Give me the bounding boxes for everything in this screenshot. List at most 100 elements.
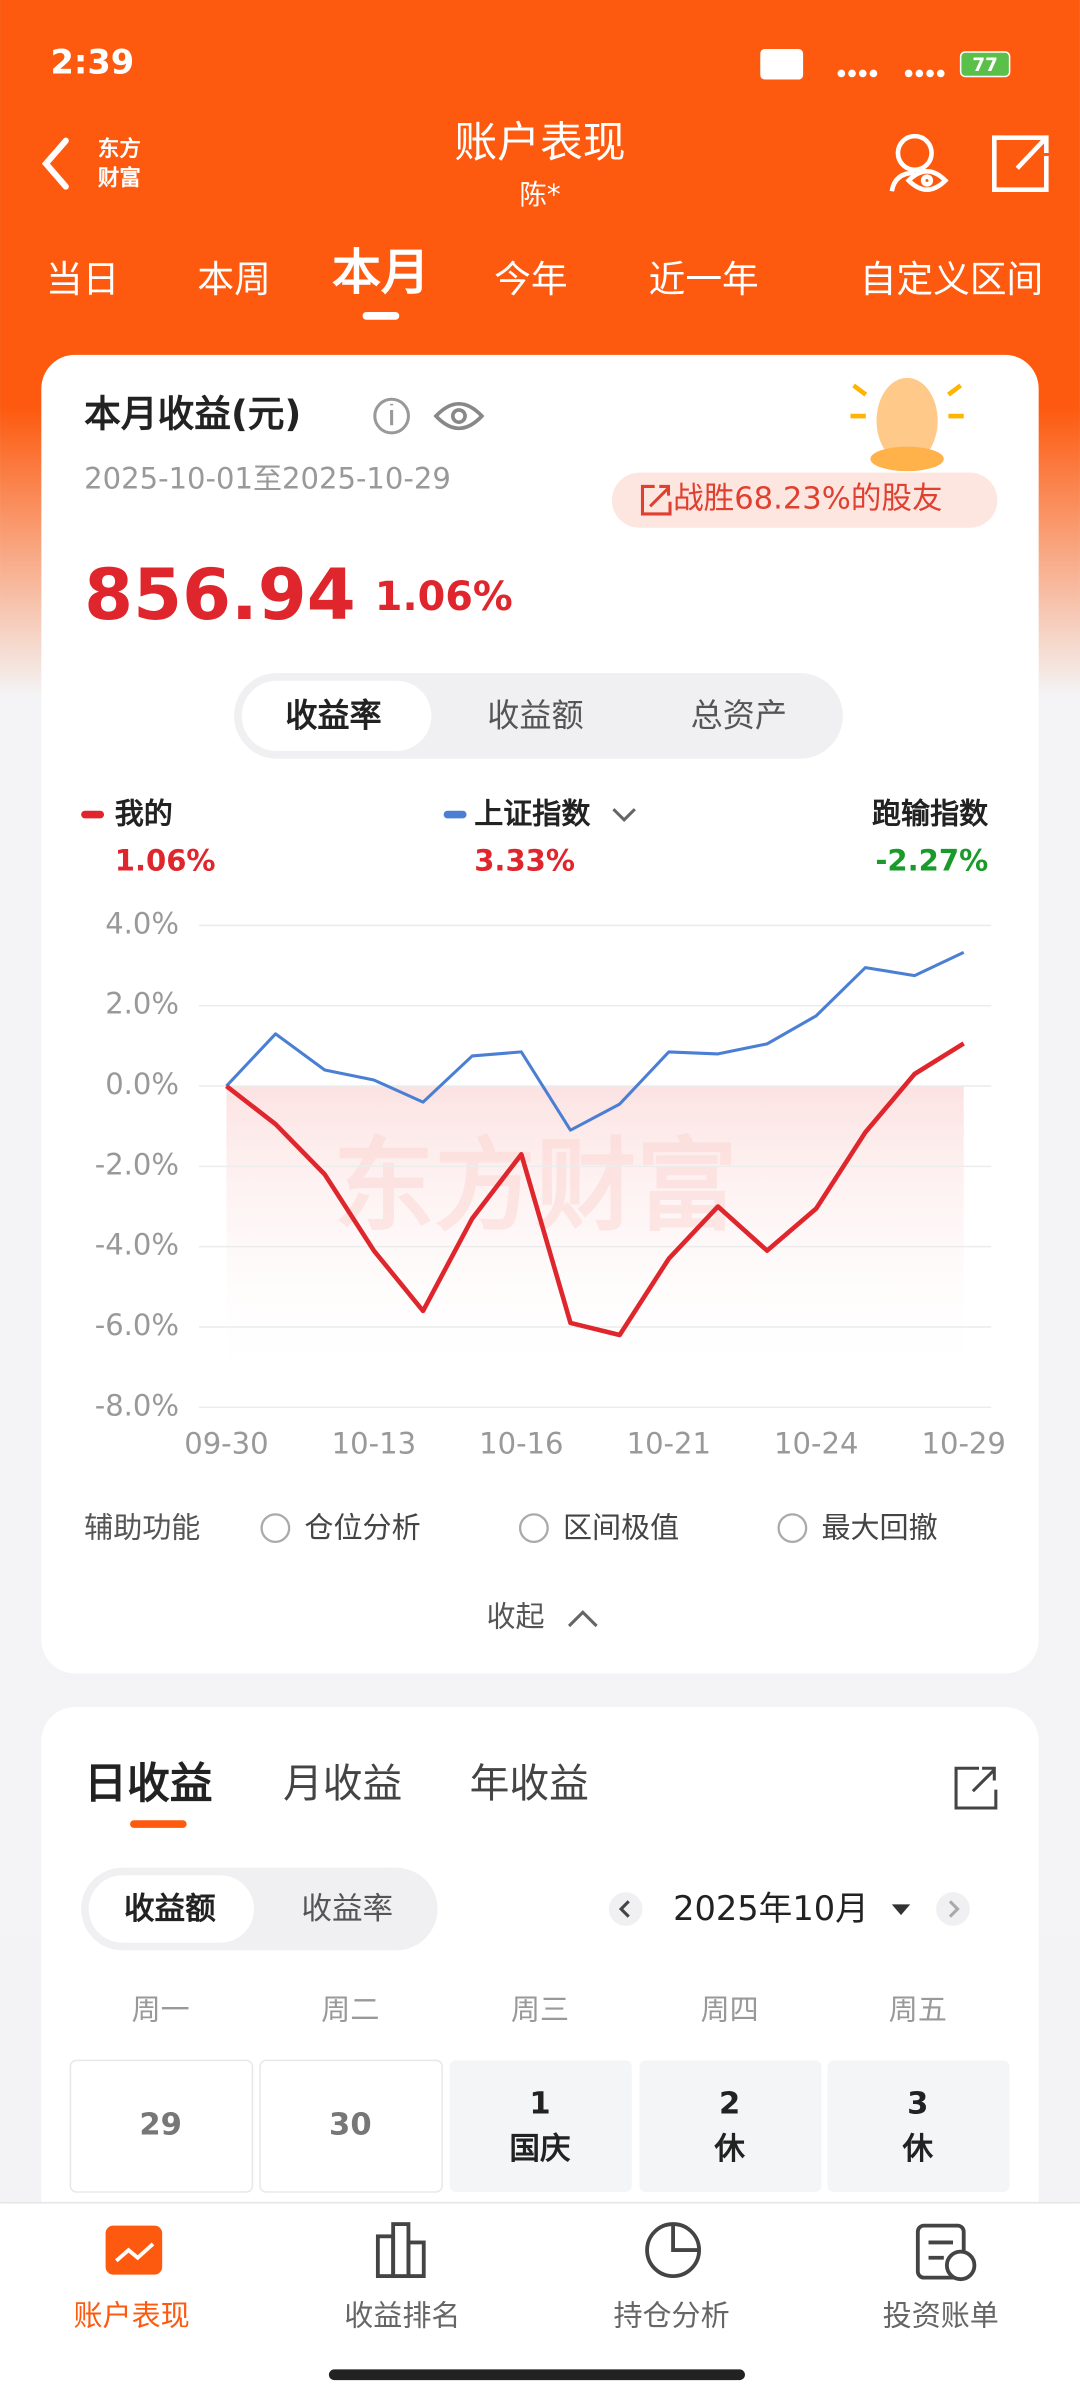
daily-tab[interactable]: 年收益	[470, 1761, 589, 1807]
legend-swatch	[81, 810, 105, 819]
day-cell[interactable]	[827, 2060, 1010, 2192]
day-cell[interactable]	[69, 2059, 254, 2193]
aux-label: 辅助功能	[84, 1511, 200, 1545]
back-button[interactable]	[41, 137, 69, 190]
eye-icon[interactable]	[433, 402, 485, 431]
summary-title: 本月收益(元)	[84, 393, 301, 436]
logo-line: 财富	[98, 165, 141, 191]
aux-option: 最大回撤	[821, 1511, 937, 1545]
index-dropdown[interactable]	[612, 808, 636, 823]
day-note: 休	[713, 2132, 745, 2167]
month-dropdown[interactable]	[891, 1904, 911, 1916]
daily-tab[interactable]: 日收益	[84, 1759, 212, 1809]
toggle-option[interactable]: 收益率	[301, 1892, 393, 1927]
aux-option: 区间极值	[563, 1511, 679, 1545]
share-button[interactable]	[992, 135, 1049, 192]
period-tab[interactable]: 本周	[197, 258, 270, 301]
next-month[interactable]	[936, 1892, 970, 1926]
info-icon[interactable]	[373, 397, 410, 435]
x-tick-label: 10-21	[627, 1427, 711, 1461]
daily-tab[interactable]: 月收益	[283, 1761, 402, 1807]
nav-item[interactable]: 投资账单	[883, 2298, 999, 2332]
day-number: 3	[907, 2086, 928, 2121]
legend-name: 上证指数	[474, 796, 591, 830]
summary-card	[41, 354, 1039, 1674]
nav-icons	[105, 2222, 977, 2282]
profile-icon[interactable]	[889, 133, 949, 192]
legend-value: 3.33%	[474, 844, 575, 878]
area-fill	[226, 1086, 964, 1392]
day-number: 1	[529, 2086, 550, 2121]
x-tick-label: 10-13	[332, 1427, 416, 1461]
day-cell[interactable]	[639, 2060, 822, 2192]
y-tick-label: -2.0%	[95, 1147, 179, 1181]
period-tab[interactable]: 当日	[46, 258, 119, 301]
day-note: 休	[902, 2132, 934, 2167]
toggle-active	[88, 1875, 254, 1943]
legend-name: 跑输指数	[872, 796, 989, 830]
period-tab[interactable]: 自定义区间	[860, 258, 1044, 301]
battery	[959, 51, 1011, 78]
period-tab[interactable]: 今年	[494, 258, 567, 301]
nav-item[interactable]: 账户表现	[73, 2298, 189, 2332]
logo-line: 东方	[98, 136, 141, 162]
segment-option[interactable]: 收益额	[487, 696, 583, 734]
tab-indicator	[362, 312, 400, 320]
date-range: 2025-10-01至2025-10-29	[84, 461, 451, 495]
weekday: 周二	[321, 1992, 379, 2026]
x-tick-label: 10-16	[479, 1427, 563, 1461]
day-number: 2	[719, 2086, 740, 2121]
y-tick-label: 2.0%	[105, 987, 179, 1021]
account-name: 陈*	[519, 179, 560, 211]
day-cell[interactable]	[259, 2059, 443, 2193]
home-indicator	[328, 2369, 745, 2381]
daily-share[interactable]	[954, 1766, 998, 1810]
series-line	[225, 950, 965, 1132]
y-tick-label: 4.0%	[105, 906, 179, 940]
x-tick-label: 10-24	[774, 1427, 858, 1461]
prev-glyph	[618, 1900, 630, 1918]
badge[interactable]	[611, 472, 998, 528]
legend-value: 1.06%	[115, 844, 216, 878]
month-label: 2025年10月	[673, 1889, 869, 1928]
weekday: 周三	[511, 1992, 569, 2026]
segment-option[interactable]: 总资产	[691, 696, 787, 734]
nav-item[interactable]: 收益排名	[344, 2298, 460, 2332]
period-tab[interactable]: 近一年	[649, 258, 759, 301]
badge-icon	[640, 484, 672, 516]
weekday: 周一	[132, 1992, 190, 2026]
clap-illustration	[850, 377, 964, 472]
tab-underline	[130, 1820, 187, 1828]
y-tick-label: -6.0%	[95, 1308, 179, 1342]
nav-item[interactable]: 持仓分析	[613, 2298, 729, 2332]
battery-level: 77	[972, 55, 998, 76]
day-number: 29	[139, 2108, 182, 2143]
radio[interactable]	[518, 1513, 549, 1544]
weekday: 周四	[701, 1992, 759, 2026]
series-line	[225, 1041, 965, 1338]
bottom-nav	[0, 2202, 1080, 2400]
segment-active	[241, 680, 432, 752]
y-tick-label: -8.0%	[95, 1388, 179, 1422]
badge-text: 战胜68.23%的股友	[673, 482, 943, 517]
page-title: 账户表现	[454, 118, 625, 168]
x-tick-label: 09-30	[184, 1427, 268, 1461]
prev-month[interactable]	[608, 1892, 643, 1926]
signal	[837, 69, 945, 78]
period-tab[interactable]: 本月	[332, 244, 430, 301]
collapse-icon[interactable]	[567, 1610, 598, 1628]
legend-swatch	[443, 810, 467, 819]
legend-value: -2.27%	[875, 844, 988, 878]
segment-option[interactable]: 收益率	[285, 696, 381, 734]
profit-amount: 856.94	[84, 554, 356, 636]
radio[interactable]	[260, 1513, 291, 1544]
y-tick-label: -4.0%	[95, 1228, 179, 1262]
day-note: 国庆	[509, 2132, 571, 2167]
collapse-text: 收起	[486, 1599, 544, 1633]
radio[interactable]	[777, 1513, 808, 1544]
profit-rate: 1.06%	[375, 574, 513, 620]
toggle-option[interactable]: 收益额	[124, 1892, 216, 1927]
day-cell[interactable]	[449, 2060, 632, 2192]
x-tick-label: 10-29	[922, 1427, 1006, 1461]
